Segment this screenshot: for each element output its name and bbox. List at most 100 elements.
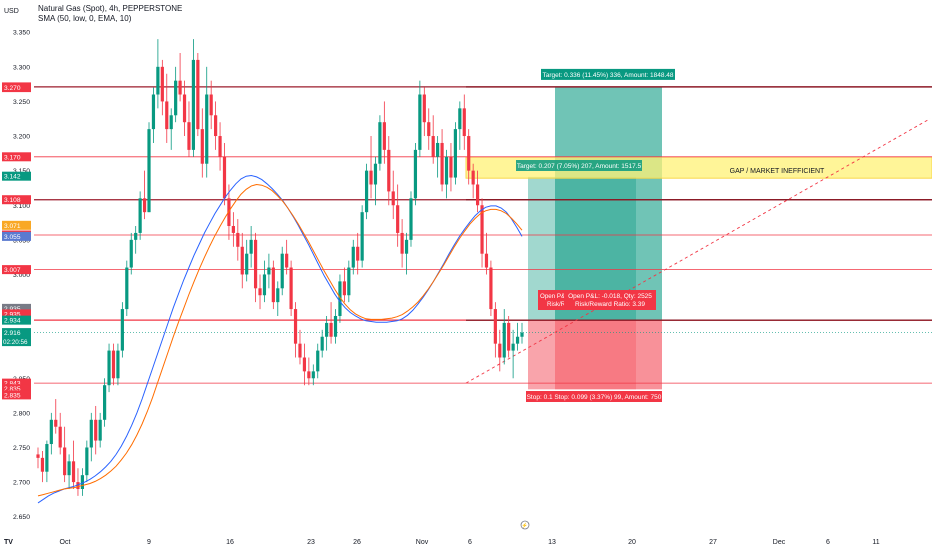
candle-body bbox=[151, 94, 156, 130]
current-price-label: 2.916 bbox=[4, 330, 21, 337]
candle-body bbox=[285, 253, 289, 268]
candle-body bbox=[174, 80, 178, 116]
price-tag-box bbox=[2, 195, 31, 205]
zones-layer bbox=[465, 86, 932, 390]
x-tick-label: 20 bbox=[628, 539, 636, 546]
price-tag-label: 2.934 bbox=[4, 318, 21, 325]
y-tick-label: 3.150 bbox=[13, 168, 30, 175]
candle-body bbox=[147, 129, 151, 213]
candle-body bbox=[169, 115, 173, 130]
candle-body bbox=[498, 343, 502, 358]
price-tag-box bbox=[2, 265, 31, 275]
price-tag-label: 3.142 bbox=[4, 174, 21, 181]
candle-body bbox=[467, 136, 471, 171]
candle-body bbox=[302, 357, 307, 372]
symbol-title[interactable]: Natural Gas (Spot), 4h, PEPPERSTONE bbox=[38, 4, 183, 13]
candle-body bbox=[431, 136, 435, 157]
candle-body bbox=[507, 322, 511, 351]
candle-body bbox=[369, 170, 373, 185]
x-tick-label: 9 bbox=[147, 539, 151, 546]
candle-body bbox=[280, 253, 284, 289]
candle-body bbox=[236, 232, 240, 247]
candles-layer bbox=[36, 39, 524, 496]
candle-body bbox=[40, 457, 45, 472]
x-tick-label: 6 bbox=[826, 539, 830, 546]
candle-body bbox=[396, 205, 400, 233]
candle-body bbox=[258, 288, 262, 296]
open-label-secondary-box bbox=[538, 290, 564, 310]
open-label-box bbox=[564, 290, 656, 310]
candle-body bbox=[364, 170, 369, 213]
candle-body bbox=[205, 94, 209, 164]
candle-body bbox=[436, 142, 440, 157]
candle-body bbox=[413, 149, 418, 199]
candle-body bbox=[182, 94, 187, 123]
candle-body bbox=[67, 461, 71, 476]
candle-body bbox=[293, 309, 298, 344]
price-tag-label: 3.270 bbox=[4, 85, 21, 92]
target-label-secondary: Target: 0.207 (7.05%) 207, Amount: 1517.… bbox=[517, 163, 642, 170]
economic-event-icon bbox=[520, 520, 530, 530]
x-tick-label: Nov bbox=[416, 539, 429, 546]
candle-body bbox=[382, 122, 386, 150]
candle-body bbox=[271, 267, 275, 303]
candle-body bbox=[329, 322, 333, 337]
candle-body bbox=[107, 350, 111, 386]
rr-label-secondary: Risk/Re bbox=[547, 301, 569, 308]
x-tick-label: 16 bbox=[226, 539, 234, 546]
candle-body bbox=[49, 419, 53, 445]
price-tag-label: 3.108 bbox=[4, 197, 21, 204]
candle-body bbox=[373, 163, 378, 185]
candle-body bbox=[94, 419, 98, 441]
candle-body bbox=[267, 267, 271, 275]
candle-body bbox=[187, 122, 191, 150]
price-tag-box bbox=[2, 378, 31, 388]
candle-body bbox=[342, 281, 346, 296]
candle-body bbox=[165, 101, 169, 130]
price-tag-label: 3.007 bbox=[4, 267, 21, 274]
candle-body bbox=[520, 332, 524, 337]
price-tag-label: 2.843 bbox=[4, 381, 21, 388]
gap-zone-label: GAP / MARKET INEFFICIENT bbox=[730, 168, 825, 175]
price-tag-box bbox=[2, 315, 31, 325]
indicator-label[interactable]: SMA (50, low, 0, EMA, 10) bbox=[38, 14, 132, 23]
candle-body bbox=[511, 343, 515, 351]
candle-body bbox=[191, 59, 196, 150]
candle-body bbox=[253, 239, 258, 289]
price-tag-label: 3.055 bbox=[4, 234, 21, 241]
candle-body bbox=[320, 336, 324, 351]
x-tick-label: 23 bbox=[307, 539, 315, 546]
y-tick-label: 3.250 bbox=[13, 99, 30, 106]
candle-body bbox=[222, 156, 227, 199]
candle-body bbox=[356, 246, 360, 261]
price-tag-box bbox=[2, 220, 31, 230]
candle-body bbox=[54, 419, 58, 427]
candle-body bbox=[489, 267, 493, 310]
candle-body bbox=[409, 198, 413, 240]
candle-body bbox=[391, 191, 395, 206]
candle-body bbox=[138, 198, 142, 233]
price-tag-box bbox=[2, 384, 31, 394]
candle-body bbox=[458, 108, 462, 130]
candle-body bbox=[276, 288, 280, 303]
candle-body bbox=[475, 184, 480, 206]
candle-body bbox=[418, 94, 422, 150]
x-tick-label: 26 bbox=[353, 539, 361, 546]
y-tick-label: 2.750 bbox=[13, 445, 30, 452]
candle-body bbox=[178, 80, 182, 95]
candle-body bbox=[58, 426, 62, 448]
candle-body bbox=[298, 343, 302, 358]
candle-body bbox=[116, 350, 120, 379]
candle-body bbox=[484, 253, 489, 268]
candle-body bbox=[333, 315, 338, 337]
axis-layer: USD2.6502.7002.7502.8002.8502.9002.9503.… bbox=[2, 8, 880, 546]
zone-labels-layer: Target: 0.336 (11.45%) 336, Amount: 1848… bbox=[516, 68, 825, 402]
candle-body bbox=[160, 66, 164, 102]
candle-body bbox=[440, 142, 444, 185]
currency-label: USD bbox=[4, 8, 19, 15]
candle-body bbox=[387, 149, 391, 192]
candle-body bbox=[480, 205, 484, 254]
candle-body bbox=[98, 419, 102, 441]
